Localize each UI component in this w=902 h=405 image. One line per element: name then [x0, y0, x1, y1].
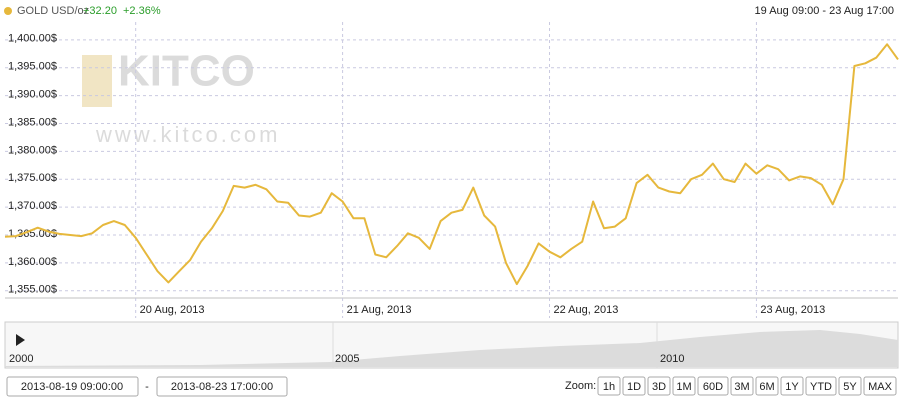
- navigator-label: 2005: [335, 353, 359, 365]
- zoom-button[interactable]: 1Y: [780, 376, 804, 396]
- button-box[interactable]: [697, 376, 729, 396]
- zoom-button[interactable]: 3D: [647, 376, 671, 396]
- button-label[interactable]: MAX: [868, 381, 893, 393]
- button-label[interactable]: 1M: [676, 381, 691, 393]
- y-tick-label: 1,370.00$: [8, 200, 57, 212]
- zoom-label: Zoom:: [565, 380, 596, 392]
- button-box[interactable]: [863, 376, 897, 396]
- play-button[interactable]: [16, 334, 25, 346]
- price-line: [4, 43, 899, 286]
- y-tick-label: 1,400.00$: [8, 33, 57, 45]
- button-label[interactable]: 1Y: [785, 381, 799, 393]
- separator: -: [145, 381, 149, 393]
- change: +32.20: [83, 5, 117, 17]
- button-label[interactable]: YTD: [810, 381, 832, 393]
- button-box[interactable]: [597, 376, 621, 396]
- date-input[interactable]: 2013-08-23 17:00:00: [156, 376, 288, 397]
- y-tick-label: 1,395.00$: [8, 61, 57, 73]
- x-tick-label: 23 Aug, 2013: [760, 304, 825, 316]
- button-label[interactable]: 3M: [734, 381, 749, 393]
- watermark-brand: KITCO: [118, 47, 255, 96]
- zoom-button[interactable]: 5Y: [838, 376, 862, 396]
- to-date[interactable]: 2013-08-23 17:00:00: [171, 381, 273, 393]
- y-tick-label: 1,390.00$: [8, 89, 57, 101]
- y-tick-label: 1,380.00$: [8, 144, 57, 156]
- button-box[interactable]: [622, 376, 646, 396]
- button-box[interactable]: [805, 376, 837, 396]
- y-tick-label: 1,360.00$: [8, 256, 57, 268]
- change-pct: +2.36%: [123, 5, 161, 17]
- instrument: GOLD USD/oz: [17, 5, 89, 17]
- y-tick-label: 1,385.00$: [8, 116, 57, 128]
- x-tick-label: 21 Aug, 2013: [347, 304, 412, 316]
- y-tick-label: 1,355.00$: [8, 284, 57, 296]
- watermark: KITCO www.kitco.com: [82, 47, 280, 147]
- input-box[interactable]: [156, 376, 288, 397]
- button-box[interactable]: [672, 376, 696, 396]
- button-box[interactable]: [730, 376, 754, 396]
- button-box[interactable]: [647, 376, 671, 396]
- zoom-button[interactable]: YTD: [805, 376, 837, 396]
- date-input[interactable]: 2013-08-19 09:00:00: [6, 376, 139, 397]
- button-label[interactable]: 1h: [603, 381, 615, 393]
- zoom-button[interactable]: MAX: [863, 376, 897, 396]
- button-label[interactable]: 60D: [703, 381, 723, 393]
- zoom-button[interactable]: 1h: [597, 376, 621, 396]
- zoom-button[interactable]: 60D: [697, 376, 729, 396]
- zoom-button[interactable]: 6M: [755, 376, 779, 396]
- button-box[interactable]: [780, 376, 804, 396]
- x-tick-label: 22 Aug, 2013: [554, 304, 619, 316]
- watermark-url: www.kitco.com: [95, 122, 280, 147]
- zoom-button[interactable]: 3M: [730, 376, 754, 396]
- input-box[interactable]: [6, 376, 139, 397]
- logo-bar: [82, 55, 112, 107]
- y-tick-label: 1,375.00$: [8, 172, 57, 184]
- date-range: 19 Aug 09:00 - 23 Aug 17:00: [755, 5, 894, 17]
- navigator-label: 2010: [660, 353, 684, 365]
- button-label[interactable]: 3D: [652, 381, 666, 393]
- navigator-label: 2000: [9, 353, 33, 365]
- button-label[interactable]: 5Y: [843, 381, 857, 393]
- legend-dot: [4, 7, 12, 15]
- navigator-area: [5, 330, 898, 367]
- zoom-button[interactable]: 1D: [622, 376, 646, 396]
- button-label[interactable]: 6M: [759, 381, 774, 393]
- button-box[interactable]: [755, 376, 779, 396]
- button-label[interactable]: 1D: [627, 381, 641, 393]
- button-box[interactable]: [838, 376, 862, 396]
- x-tick-label: 20 Aug, 2013: [140, 304, 205, 316]
- from-date[interactable]: 2013-08-19 09:00:00: [21, 381, 123, 393]
- zoom-button[interactable]: 1M: [672, 376, 696, 396]
